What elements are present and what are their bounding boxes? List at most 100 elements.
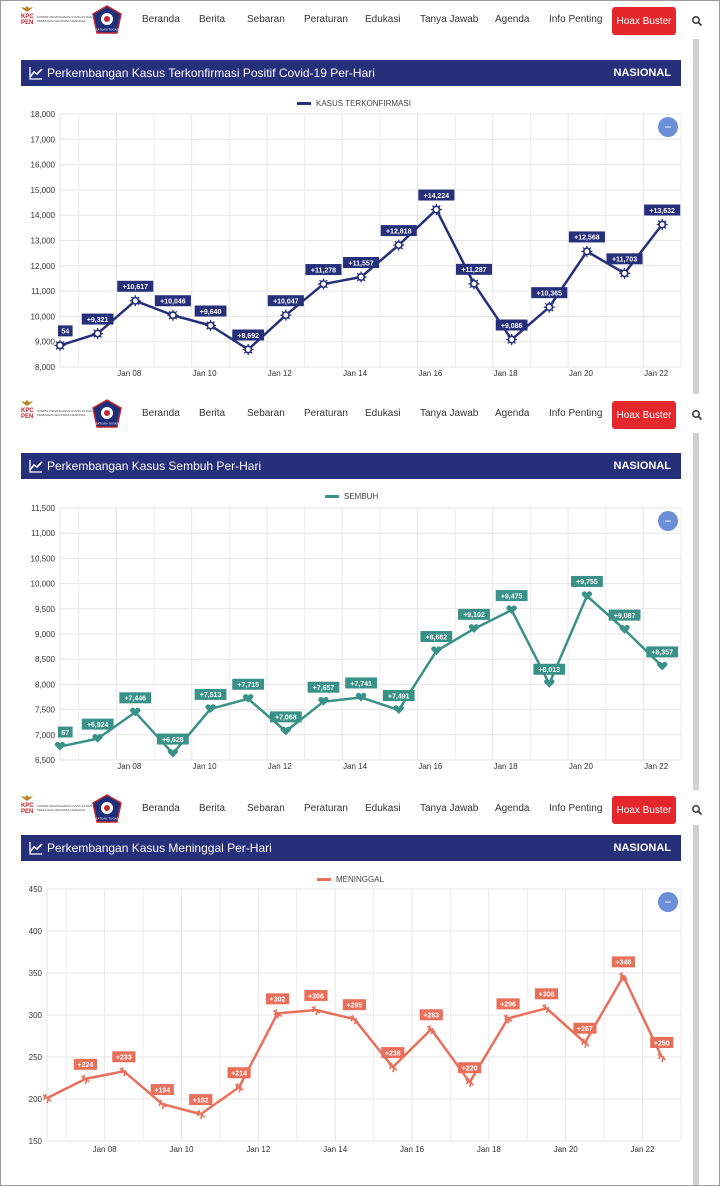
person-marker-icon[interactable] — [542, 1004, 551, 1014]
virus-marker-icon[interactable] — [619, 267, 631, 279]
person-marker-icon[interactable] — [580, 1038, 590, 1048]
person-marker-icon[interactable] — [503, 1014, 513, 1024]
nav-item-beranda[interactable]: Beranda — [142, 803, 180, 814]
virus-marker-icon[interactable] — [167, 309, 179, 321]
data-label-box — [81, 718, 114, 730]
heart-marker-icon[interactable] — [280, 726, 292, 736]
hoax-buster-button[interactable]: Hoax Buster — [612, 401, 676, 429]
nav-item-peraturan[interactable]: Peraturan — [304, 408, 348, 419]
person-marker-icon[interactable] — [388, 1062, 398, 1073]
virus-marker-icon[interactable] — [581, 245, 593, 257]
heart-marker-icon[interactable] — [581, 591, 593, 600]
heart-marker-icon[interactable] — [167, 748, 179, 758]
nav-item-peraturan[interactable]: Peraturan — [304, 14, 348, 25]
virus-marker-icon[interactable] — [430, 204, 442, 216]
heart-marker-icon[interactable] — [130, 707, 141, 717]
data-label-box — [269, 711, 302, 723]
heart-marker-icon[interactable] — [544, 679, 555, 688]
legend-deaths[interactable]: MENINGGAL — [317, 873, 384, 885]
person-marker-icon[interactable] — [157, 1099, 167, 1110]
collapse-button[interactable]: − — [658, 117, 678, 137]
heart-marker-icon[interactable] — [393, 705, 404, 715]
heart-marker-icon[interactable] — [468, 624, 480, 633]
scrollbar[interactable] — [693, 39, 699, 394]
nav-item-tanya-jawab[interactable]: Tanya Jawab — [420, 803, 479, 814]
nav-item-sebaran[interactable]: Sebaran — [247, 14, 285, 25]
person-marker-icon[interactable] — [119, 1067, 129, 1077]
person-marker-icon[interactable] — [273, 1009, 283, 1019]
kpcpen-logo[interactable]: KPC PEN KOMITE PENANGANAN COVID-19 DAN P… — [19, 794, 129, 826]
heart-marker-icon[interactable] — [656, 661, 668, 671]
nav-item-edukasi[interactable]: Edukasi — [365, 14, 401, 25]
nav-item-beranda[interactable]: Beranda — [142, 14, 180, 25]
scrollbar[interactable] — [693, 825, 699, 1185]
person-marker-icon[interactable] — [465, 1077, 475, 1088]
nav-item-info-penting[interactable]: Info Penting — [549, 803, 603, 814]
person-marker-icon[interactable] — [426, 1025, 436, 1035]
virus-marker-icon[interactable] — [92, 328, 104, 340]
person-marker-icon[interactable] — [311, 1005, 321, 1016]
virus-marker-icon[interactable] — [242, 343, 254, 355]
nav-item-tanya-jawab[interactable]: Tanya Jawab — [420, 14, 479, 25]
person-marker-icon[interactable] — [234, 1082, 244, 1093]
person-marker-icon[interactable] — [349, 1014, 359, 1025]
person-marker-icon[interactable] — [657, 1052, 667, 1063]
heart-marker-icon[interactable] — [205, 704, 216, 713]
search-icon[interactable] — [691, 15, 703, 27]
person-marker-icon[interactable] — [42, 1093, 52, 1104]
kpcpen-logo[interactable]: KPC PEN KOMITE PENANGANAN COVID-19 DAN P… — [19, 5, 129, 37]
nav-item-berita[interactable]: Berita — [199, 803, 226, 814]
nav-item-agenda[interactable]: Agenda — [495, 408, 530, 419]
collapse-button[interactable]: − — [658, 892, 678, 912]
heart-marker-icon[interactable] — [318, 696, 329, 706]
person-marker-icon[interactable] — [618, 972, 628, 982]
kpcpen-logo[interactable]: KPC PEN KOMITE PENANGANAN COVID-19 DAN P… — [19, 399, 129, 431]
heart-marker-icon[interactable] — [431, 646, 442, 656]
heart-marker-icon[interactable] — [242, 694, 254, 703]
virus-marker-icon[interactable] — [54, 339, 66, 351]
collapse-button[interactable]: − — [658, 511, 678, 531]
scrollbar[interactable] — [693, 433, 699, 790]
virus-marker-icon[interactable] — [543, 301, 555, 313]
nav-item-info-penting[interactable]: Info Penting — [549, 14, 603, 25]
data-label-box — [305, 264, 342, 276]
heart-marker-icon[interactable] — [92, 733, 103, 743]
nav-item-berita[interactable]: Berita — [199, 408, 226, 419]
hoax-buster-button[interactable]: Hoax Buster — [612, 796, 676, 824]
nav-item-tanya-jawab[interactable]: Tanya Jawab — [420, 408, 479, 419]
legend-label: MENINGGAL — [336, 874, 385, 884]
virus-marker-icon[interactable] — [468, 278, 480, 290]
nav-item-edukasi[interactable]: Edukasi — [365, 803, 401, 814]
data-label-box — [644, 204, 681, 216]
virus-marker-icon[interactable] — [656, 219, 668, 231]
virus-marker-icon[interactable] — [205, 320, 217, 332]
data-label: +7,446 — [124, 696, 146, 703]
heart-marker-icon[interactable] — [355, 692, 367, 702]
search-icon[interactable] — [691, 409, 703, 421]
nav-item-sebaran[interactable]: Sebaran — [247, 408, 285, 419]
nav-item-beranda[interactable]: Beranda — [142, 408, 180, 419]
nav-item-sebaran[interactable]: Sebaran — [247, 803, 285, 814]
nav-item-info-penting[interactable]: Info Penting — [549, 408, 603, 419]
virus-marker-icon[interactable] — [506, 334, 518, 346]
search-icon[interactable] — [691, 804, 703, 816]
heart-marker-icon[interactable] — [506, 605, 517, 615]
virus-marker-icon[interactable] — [317, 278, 329, 290]
virus-marker-icon[interactable] — [129, 295, 141, 307]
nav-item-agenda[interactable]: Agenda — [495, 803, 530, 814]
person-marker-icon[interactable] — [196, 1109, 206, 1120]
hoax-buster-button[interactable]: Hoax Buster — [612, 7, 676, 35]
virus-marker-icon[interactable] — [393, 239, 405, 251]
person-marker-icon[interactable] — [80, 1074, 90, 1085]
heart-marker-icon[interactable] — [54, 741, 66, 751]
data-label: +346 — [615, 960, 631, 967]
nav-item-peraturan[interactable]: Peraturan — [304, 803, 348, 814]
nav-item-berita[interactable]: Berita — [199, 14, 226, 25]
nav-item-edukasi[interactable]: Edukasi — [365, 408, 401, 419]
legend-confirmed[interactable]: KASUS TERKONFIRMASI — [297, 97, 411, 109]
virus-marker-icon[interactable] — [355, 271, 367, 283]
nav-item-agenda[interactable]: Agenda — [495, 14, 530, 25]
legend-recovered[interactable]: SEMBUH — [325, 490, 378, 502]
heart-marker-icon[interactable] — [619, 624, 630, 634]
virus-marker-icon[interactable] — [280, 309, 292, 321]
